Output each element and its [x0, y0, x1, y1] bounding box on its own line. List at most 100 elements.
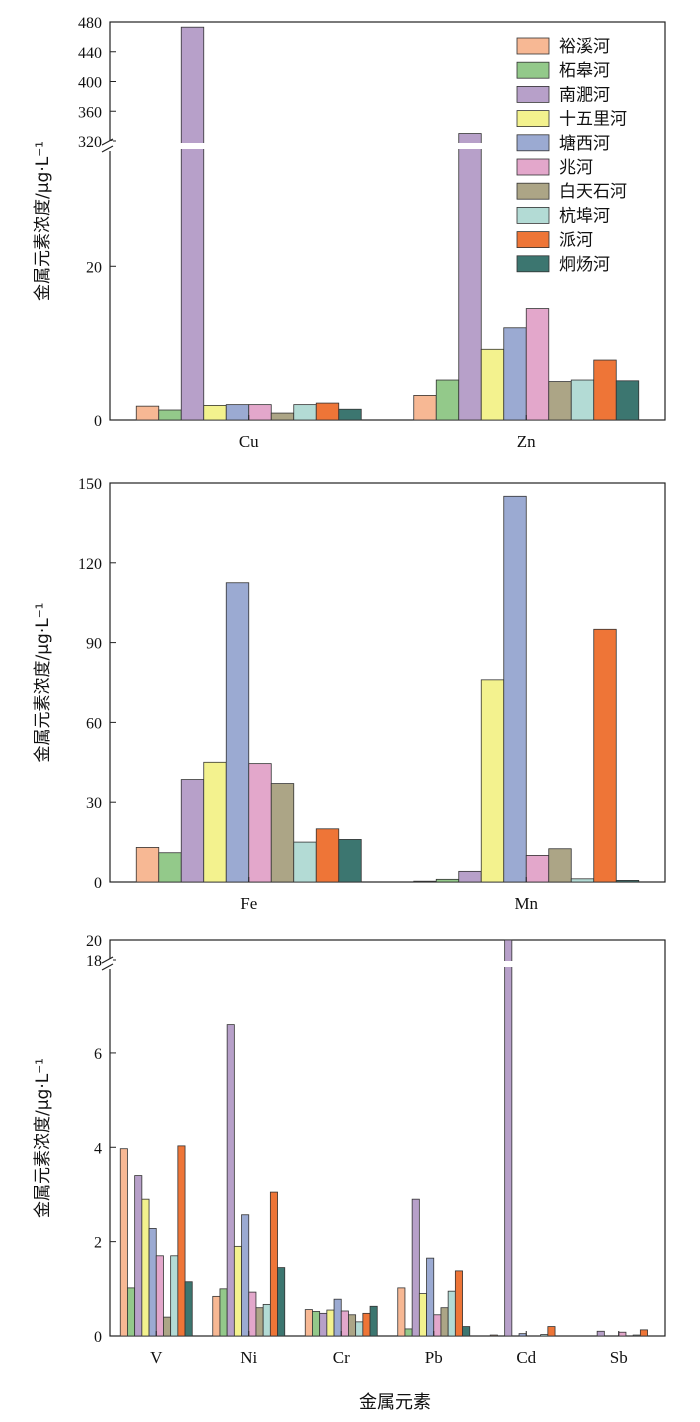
bar-Ni-3: [233, 1245, 242, 1337]
bar-Cr-8: [362, 1312, 371, 1337]
panel-trace-metals: V Ni Cr Pb Cd Sb 0 2 4 6 18 20 金属元素浓度/μg·L⁻¹: [33, 933, 666, 1367]
x-tick-label-Pb: Pb: [425, 1348, 443, 1367]
axis-break-gap: [107, 141, 113, 151]
bar-Mn-4: [503, 495, 527, 883]
bar-Cr-5: [340, 1310, 349, 1337]
bar-break-gap: [503, 961, 513, 967]
y-tick-label: 120: [78, 556, 102, 573]
bar-Pb-6: [440, 1307, 449, 1337]
y-tick-label: 360: [78, 104, 102, 121]
bar-Zn-5: [525, 308, 550, 421]
bar-Cu-8: [315, 402, 340, 421]
bar-Cr-1: [312, 1311, 321, 1337]
legend-swatch-7: [516, 206, 550, 224]
axis-break-mark: [101, 956, 114, 964]
bar-V-6: [163, 1316, 172, 1337]
bar-Mn-7: [570, 878, 595, 883]
bar-Fe-0: [135, 847, 160, 883]
bar-break-gap: [457, 143, 483, 149]
legend-label-0: 裕溪河: [559, 37, 610, 57]
bar-Pb-0: [397, 1287, 406, 1337]
bar-Cu-6: [270, 412, 295, 421]
bar-Pb-5: [433, 1314, 442, 1337]
y-tick-label: 60: [86, 715, 102, 732]
bar-Sb-5: [618, 1331, 627, 1337]
y-axis-title: 金属元素浓度/μg·L⁻¹: [33, 1058, 53, 1218]
bar-Zn-3: [480, 348, 505, 421]
legend-swatch-4: [516, 134, 550, 152]
bar-Cr-3: [326, 1309, 335, 1337]
y-tick-label: 440: [78, 45, 102, 62]
plot-frame: [109, 21, 666, 421]
bar-Mn-2: [458, 870, 482, 883]
bar-Cr-2: [319, 1312, 328, 1337]
bar-Fe-9: [338, 839, 362, 883]
x-axis-title: 金属元素: [359, 1392, 431, 1413]
legend-label-3: 十五里河: [559, 110, 627, 130]
y-tick-label: 0: [94, 875, 102, 892]
bar-Cr-4: [333, 1298, 342, 1337]
y-tick-label: 18: [86, 953, 102, 970]
bar-Mn-1: [435, 878, 460, 883]
bar-Zn-6: [548, 381, 572, 421]
x-tick-label-Sb: Sb: [610, 1348, 628, 1367]
legend-label-7: 杭埠河: [559, 206, 610, 226]
bar-V-0: [119, 1148, 128, 1337]
panel-fe-mn: Fe Mn 0 30 60 90 120 150 金属元素浓度/μg·L⁻¹: [33, 476, 666, 913]
bar-Pb-2: [411, 1198, 420, 1337]
bar-Cu-1: [158, 409, 182, 421]
legend-label-5: 兆河: [559, 158, 593, 178]
bar-V-5: [155, 1255, 164, 1337]
bar-Cd-7: [540, 1334, 549, 1337]
bar-Zn-4: [503, 327, 527, 421]
bar-V-7: [170, 1255, 179, 1337]
axis-break-gap: [107, 959, 113, 969]
bar-Cu-7: [293, 404, 317, 421]
bar-Pb-4: [426, 1257, 435, 1337]
bar-V-9: [184, 1281, 193, 1337]
bar-Cr-9: [369, 1305, 378, 1337]
bar-Mn-9: [615, 880, 640, 883]
bar-Ni-9: [277, 1267, 286, 1337]
bar-Mn-3: [480, 679, 505, 883]
legend-swatch-8: [516, 231, 550, 249]
bar-Ni-8: [269, 1191, 278, 1337]
legend-swatch-0: [516, 37, 550, 55]
x-tick-label-V: V: [150, 1348, 163, 1367]
y-tick-label: 20: [86, 933, 102, 950]
legend-swatch-5: [516, 158, 550, 176]
y-tick-label: 20: [86, 259, 102, 276]
x-tick-label-Cd: Cd: [516, 1348, 536, 1367]
bar-Pb-1: [404, 1328, 413, 1337]
axis-break-mark: [101, 138, 114, 146]
bar-Sb-8: [639, 1329, 648, 1337]
bar-Fe-2: [180, 779, 205, 883]
bar-Cr-6: [348, 1314, 357, 1337]
bar-Zn-2: [458, 133, 482, 421]
plot-frame: [109, 482, 666, 883]
y-tick-label: 30: [86, 795, 102, 812]
legend-label-4: 塘西河: [559, 134, 610, 154]
bar-Ni-7: [262, 1303, 271, 1337]
bar-Cr-0: [304, 1309, 313, 1337]
legend-swatch-9: [516, 255, 550, 273]
bar-Zn-1: [435, 379, 460, 421]
axis-break-mark: [101, 963, 114, 971]
bar-Mn-8: [593, 628, 617, 883]
bar-Pb-3: [418, 1293, 427, 1337]
bar-Cu-3: [203, 404, 227, 421]
axis-break-mark: [101, 145, 114, 153]
bar-V-1: [127, 1287, 136, 1337]
legend-swatch-2: [516, 86, 550, 103]
bar-Cu-0: [135, 405, 160, 421]
bar-Pb-7: [447, 1290, 456, 1337]
bar-Sb-2: [596, 1330, 605, 1337]
bar-V-8: [177, 1145, 186, 1337]
bar-Zn-8: [593, 359, 617, 421]
bar-Cu-5: [248, 404, 272, 421]
bar-Mn-5: [525, 855, 550, 883]
bar-Cu-4: [225, 404, 250, 421]
legend-swatch-1: [516, 61, 550, 79]
